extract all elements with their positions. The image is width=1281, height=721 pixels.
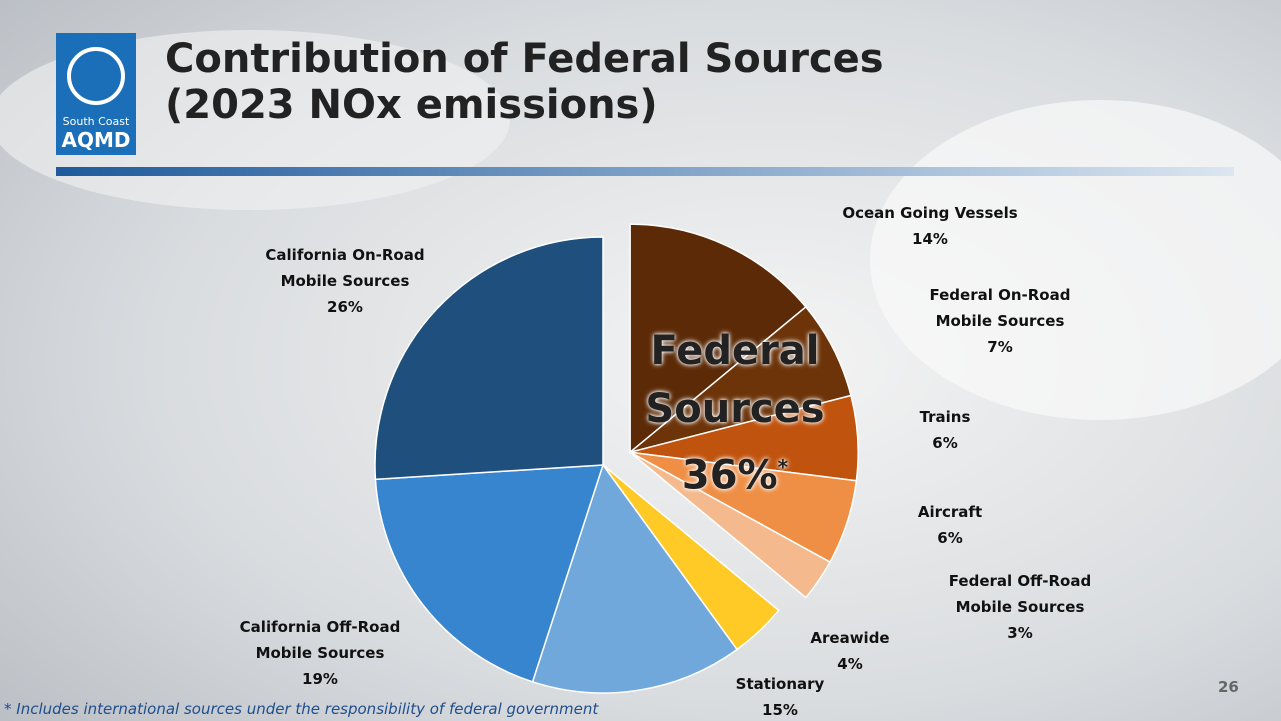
- slice-label: Trains 6%: [880, 404, 1010, 456]
- annotation-text: Federal Sources: [645, 328, 825, 432]
- slice-value: 26%: [327, 298, 363, 316]
- slice-label: Ocean Going Vessels 14%: [830, 200, 1030, 252]
- slice-value: 19%: [302, 670, 338, 688]
- logo: [56, 33, 136, 155]
- pie-slice: [374, 236, 604, 481]
- slice-value: 4%: [837, 655, 863, 673]
- slice-label: Aircraft 6%: [880, 499, 1020, 551]
- annotation-marker: *: [777, 455, 789, 479]
- slice-value: 6%: [937, 529, 963, 547]
- header-rule: [56, 167, 1234, 176]
- slice-label: Federal Off-Road Mobile Sources 3%: [920, 568, 1120, 646]
- slice-label: Federal On-Road Mobile Sources 7%: [900, 282, 1100, 360]
- slice-name: Areawide: [810, 629, 890, 647]
- annotation-value: 36%: [681, 452, 778, 499]
- pie-slice: [531, 463, 739, 694]
- slice-name: California On-Road Mobile Sources: [265, 246, 425, 290]
- slice-label: California Off-Road Mobile Sources 19%: [230, 614, 410, 692]
- slice-value: 6%: [932, 434, 958, 452]
- logo-text: AQMD: [62, 128, 131, 152]
- logo-mark: [67, 47, 125, 105]
- logo-text: South Coast: [63, 115, 130, 128]
- slice-name: Federal On-Road Mobile Sources: [929, 286, 1071, 330]
- slice-value: 15%: [762, 701, 798, 719]
- slice-name: Stationary: [735, 675, 825, 693]
- slice-name: Trains: [919, 408, 971, 426]
- slice-value: 14%: [912, 230, 948, 248]
- slice-name: California Off-Road Mobile Sources: [239, 618, 401, 662]
- pie-slice: [629, 223, 807, 454]
- slice-name: Federal Off-Road Mobile Sources: [948, 572, 1092, 616]
- slice-value: 3%: [1007, 624, 1033, 642]
- slice-value: 7%: [987, 338, 1013, 356]
- slice-label: Stationary 15%: [700, 671, 860, 721]
- slice-label: Areawide 4%: [780, 625, 920, 677]
- pie: [374, 223, 859, 694]
- page-number: 26: [1218, 678, 1239, 696]
- footnote: * Includes international sources under t…: [4, 700, 599, 718]
- slice-label: California On-Road Mobile Sources 26%: [250, 242, 440, 320]
- pie-slice: [374, 464, 605, 683]
- annotation: Federal Sources 36%*: [640, 322, 830, 504]
- cloud: [870, 100, 1281, 420]
- pie-slice: [629, 451, 831, 599]
- slice-name: Ocean Going Vessels: [842, 204, 1018, 222]
- title: Contribution of Federal Sources (2023 NO…: [165, 36, 884, 128]
- slice-name: Aircraft: [917, 503, 983, 521]
